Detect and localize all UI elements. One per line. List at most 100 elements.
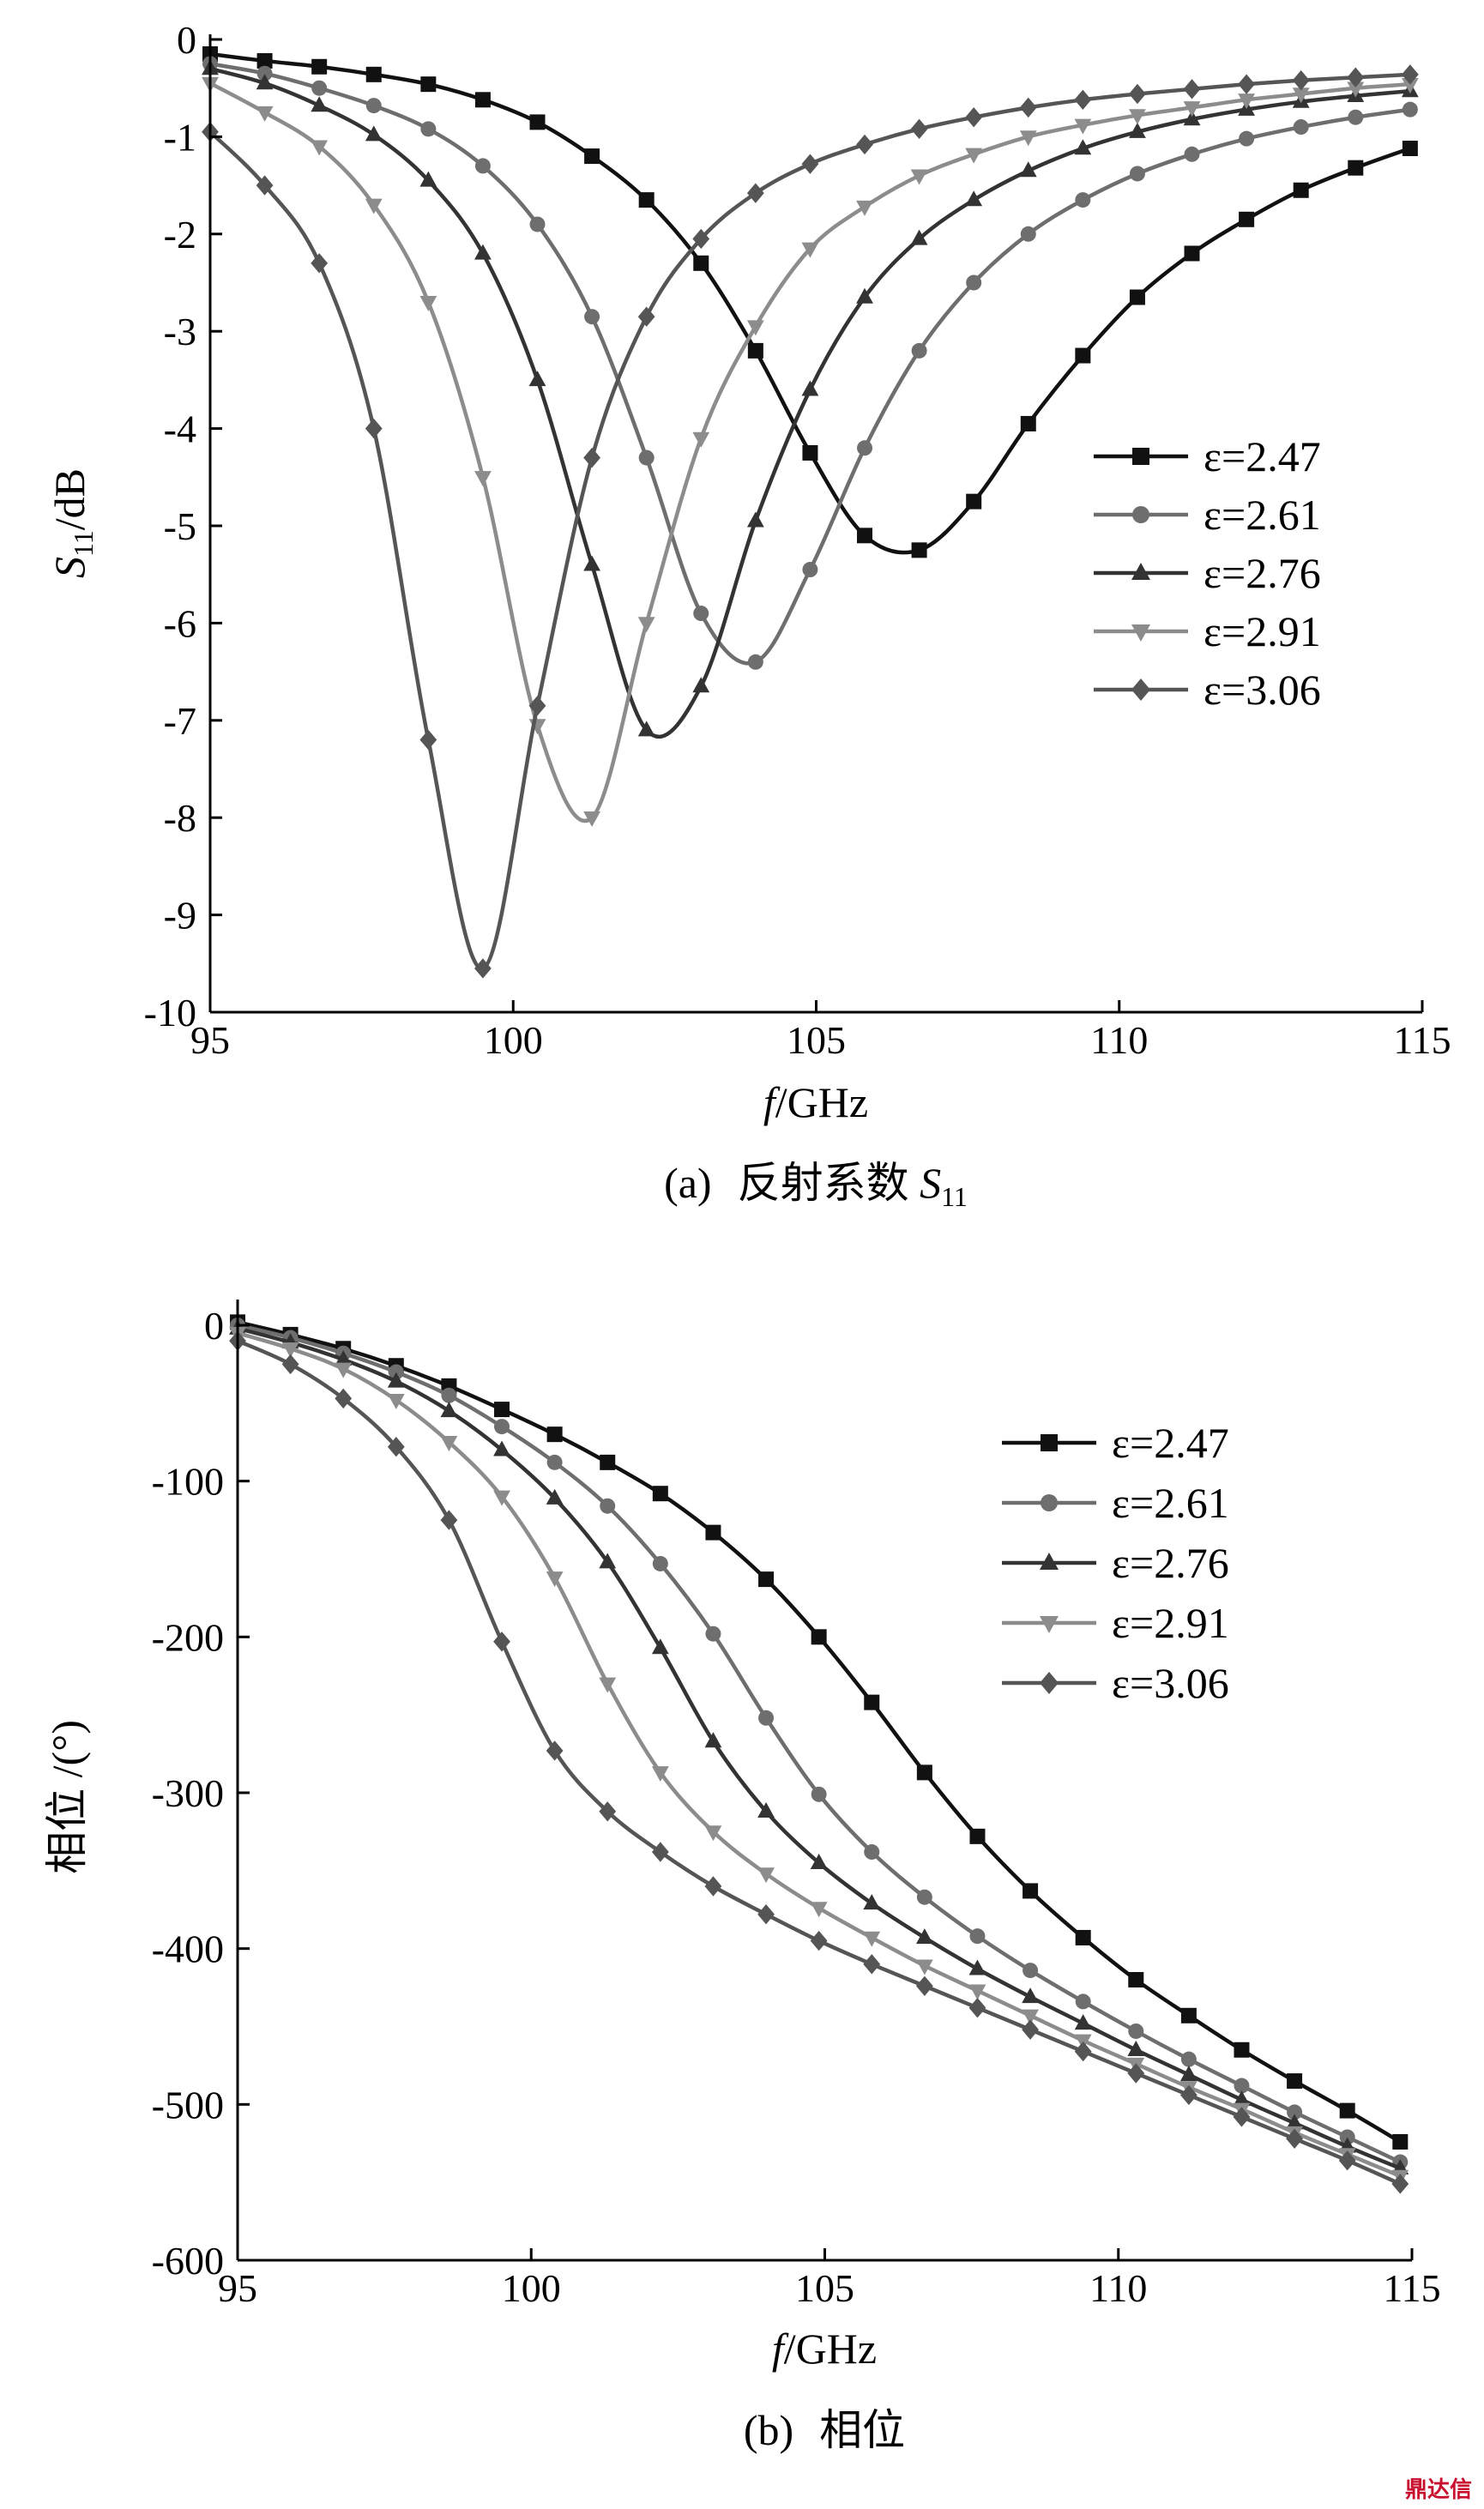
legend-entry: ε=2.61 <box>1002 1479 1229 1527</box>
data-point <box>1287 2104 1303 2120</box>
data-point <box>1074 2014 1092 2030</box>
data-point <box>387 1437 405 1457</box>
data-point <box>281 1354 299 1375</box>
data-point <box>911 542 927 558</box>
y-tick-label: -4 <box>164 407 196 451</box>
data-point <box>365 66 382 82</box>
data-point <box>801 242 819 258</box>
data-point <box>693 255 709 271</box>
data-point <box>1183 110 1201 126</box>
data-point <box>916 1889 932 1905</box>
series-triangle-down <box>202 76 1419 827</box>
data-point <box>968 1959 986 1975</box>
y-tick-label: -2 <box>164 213 196 256</box>
data-point <box>256 175 274 196</box>
data-point <box>637 306 655 327</box>
series-line <box>237 1339 1402 2186</box>
legend-entry: ε=2.47 <box>1002 1419 1229 1467</box>
data-point <box>528 696 546 716</box>
data-point <box>651 1766 669 1782</box>
panel-b-ticks: 95 100 105 110 115 0 -100 -200 -300 -400 -500 -600 <box>152 1304 1441 2310</box>
data-point <box>1348 109 1364 125</box>
data-point <box>1183 79 1201 100</box>
data-point <box>1074 2041 1092 2062</box>
data-point <box>419 729 437 751</box>
data-point <box>387 1372 405 1388</box>
legend-entry: ε=2.61 <box>1094 491 1321 539</box>
x-tick-label: 115 <box>1393 1018 1451 1062</box>
data-point <box>1020 226 1036 242</box>
data-point <box>966 274 982 291</box>
data-point <box>474 158 491 174</box>
legend-entry: ε=3.06 <box>1094 666 1321 714</box>
data-point <box>969 1828 986 1844</box>
data-point <box>811 1629 827 1645</box>
data-point <box>365 198 383 214</box>
x-tick-label: 100 <box>484 1018 543 1062</box>
data-point <box>365 125 383 142</box>
data-point <box>420 121 437 137</box>
data-point <box>1348 160 1364 176</box>
x-tick-label: 110 <box>1090 1018 1148 1062</box>
data-point <box>493 1631 510 1652</box>
data-point <box>474 92 491 108</box>
data-point <box>704 1732 722 1748</box>
data-point <box>583 447 600 468</box>
data-point <box>529 216 546 232</box>
panel-a-caption: (a) 反射系数 S11 <box>664 1159 968 1212</box>
data-point <box>1292 69 1310 91</box>
data-point <box>335 1362 353 1378</box>
data-point <box>1022 2019 1039 2040</box>
data-point <box>915 1975 933 1996</box>
data-point <box>1286 2128 1303 2149</box>
data-point <box>1022 2009 1039 2025</box>
data-point <box>1287 2073 1303 2090</box>
data-point <box>1127 2040 1145 2056</box>
legend-marker <box>1040 1553 1059 1570</box>
series-square <box>230 1314 1409 2150</box>
series-triangle-up <box>202 59 1419 739</box>
data-point <box>1075 347 1091 364</box>
data-point <box>1401 77 1419 93</box>
data-point <box>583 811 600 827</box>
data-point <box>1020 415 1036 431</box>
data-point <box>910 229 928 245</box>
data-point <box>693 606 709 622</box>
y-tick-label: -10 <box>144 991 196 1034</box>
data-point <box>1338 2150 1356 2171</box>
data-point <box>1392 2133 1409 2150</box>
x-tick-label: 105 <box>787 1018 846 1062</box>
data-point <box>474 244 492 260</box>
data-point <box>915 1928 933 1945</box>
data-point <box>802 444 818 461</box>
data-point <box>1401 64 1419 85</box>
data-point <box>911 342 927 359</box>
legend-marker <box>1132 448 1149 465</box>
legend-label: ε=3.06 <box>1203 666 1321 714</box>
data-point <box>335 1388 353 1409</box>
data-point <box>365 98 382 114</box>
legend-entry: ε=3.06 <box>1002 1659 1229 1707</box>
legend-label: ε=2.47 <box>1203 432 1321 480</box>
data-point <box>546 1454 563 1470</box>
data-point <box>528 371 546 387</box>
y-tick-label: 0 <box>204 1304 224 1348</box>
panel-b-caption: (b) 相位 <box>744 2406 905 2454</box>
legend-entry: ε=2.47 <box>1094 432 1321 480</box>
y-tick-label: 0 <box>177 18 196 62</box>
data-point <box>801 154 819 174</box>
y-tick-label: -7 <box>164 699 196 743</box>
data-point <box>584 148 600 165</box>
legend-label: ε=2.91 <box>1112 1599 1229 1647</box>
data-point <box>1129 166 1145 182</box>
data-point <box>1129 83 1146 105</box>
data-point <box>856 200 873 216</box>
data-point <box>419 295 437 311</box>
data-point <box>758 1571 775 1588</box>
data-point <box>856 287 873 304</box>
data-point <box>966 493 982 510</box>
series-triangle-up <box>229 1318 1409 2175</box>
y-tick-label: -100 <box>152 1460 224 1504</box>
watermark-logo: 鼎达信 <box>1404 2477 1472 2503</box>
